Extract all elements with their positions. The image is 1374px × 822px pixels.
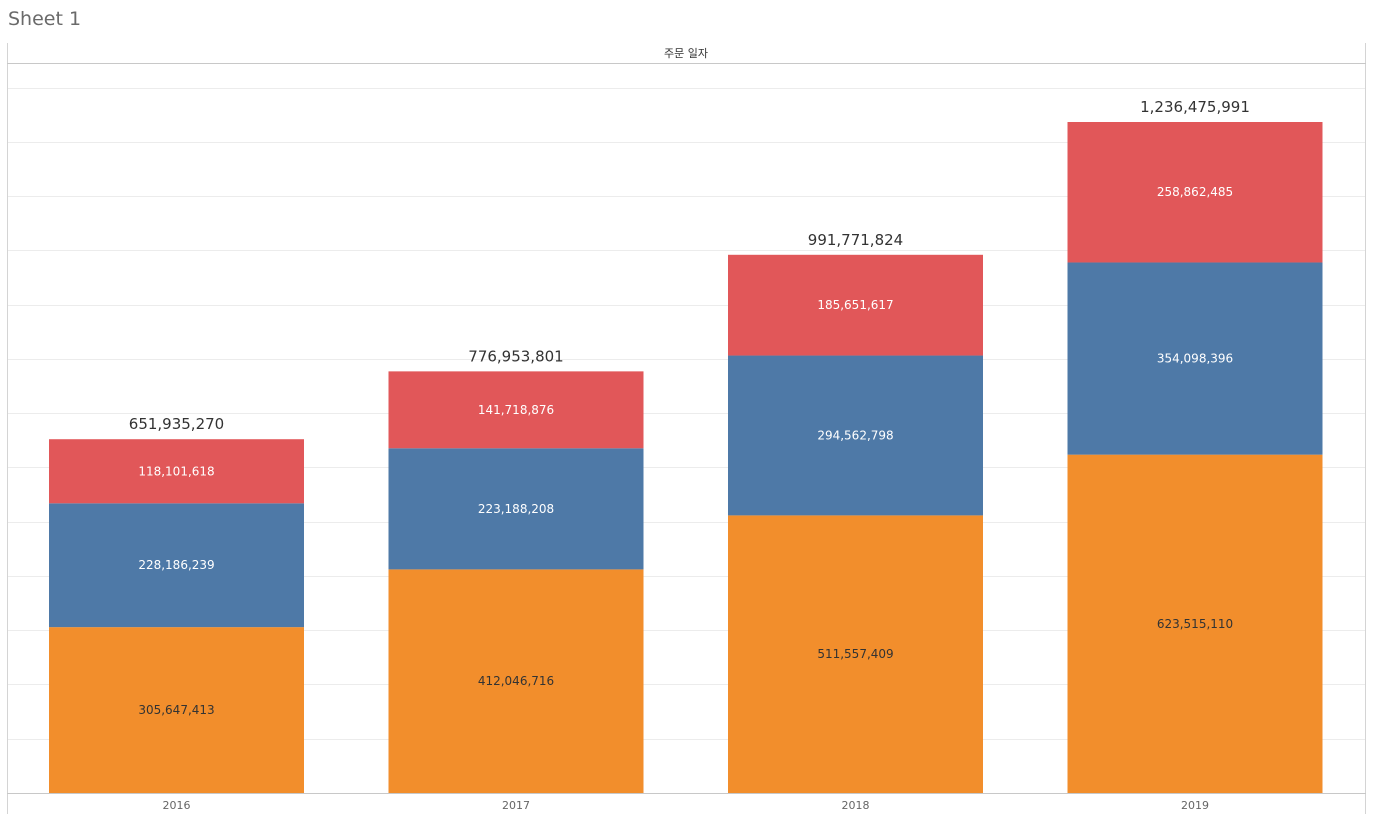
bar-segment-2017-3[interactable] xyxy=(388,371,644,449)
x-tick-label: 2018 xyxy=(842,799,870,812)
x-tick-label: 2016 xyxy=(163,799,191,812)
labels: 305,647,413 228,186,239 118,101,618 651,935… xyxy=(129,98,1250,812)
bars xyxy=(49,122,1323,793)
total-label: 991,771,824 xyxy=(808,231,903,249)
bar-segment-2016-2[interactable] xyxy=(49,503,304,628)
segment-label: 141,718,876 xyxy=(478,403,554,417)
total-label: 651,935,270 xyxy=(129,415,224,433)
bar-segment-2016-1[interactable] xyxy=(49,627,304,793)
segment-label: 305,647,413 xyxy=(138,703,214,717)
bar-segment-2018-2[interactable] xyxy=(728,355,983,516)
bar-segment-2019-1[interactable] xyxy=(1067,454,1323,793)
bar-segment-2018-3[interactable] xyxy=(728,254,983,356)
segment-label: 185,651,617 xyxy=(817,298,893,312)
segment-label: 354,098,396 xyxy=(1157,352,1233,366)
segment-label: 258,862,485 xyxy=(1157,185,1233,199)
bar-segment-2017-1[interactable] xyxy=(388,569,644,793)
x-tick-label: 2017 xyxy=(502,799,530,812)
bar-segment-2016-3[interactable] xyxy=(49,439,304,504)
bar-segment-2019-3[interactable] xyxy=(1067,122,1323,263)
sheet-title: Sheet 1 xyxy=(8,8,82,30)
total-label: 1,236,475,991 xyxy=(1140,98,1250,116)
segment-label: 118,101,618 xyxy=(138,464,214,478)
segment-label: 294,562,798 xyxy=(817,428,893,442)
segment-label: 412,046,716 xyxy=(478,674,554,688)
segment-label: 623,515,110 xyxy=(1157,617,1233,631)
segment-label: 228,186,239 xyxy=(138,558,214,572)
segment-label: 223,188,208 xyxy=(478,502,554,516)
total-label: 776,953,801 xyxy=(468,347,563,365)
bar-segment-2018-1[interactable] xyxy=(728,515,983,793)
bar-segment-2017-2[interactable] xyxy=(388,448,644,570)
column-header: 주문 일자 xyxy=(664,46,708,60)
segment-label: 511,557,409 xyxy=(817,647,893,661)
x-tick-label: 2019 xyxy=(1181,799,1209,812)
bar-segment-2019-2[interactable] xyxy=(1067,262,1323,455)
